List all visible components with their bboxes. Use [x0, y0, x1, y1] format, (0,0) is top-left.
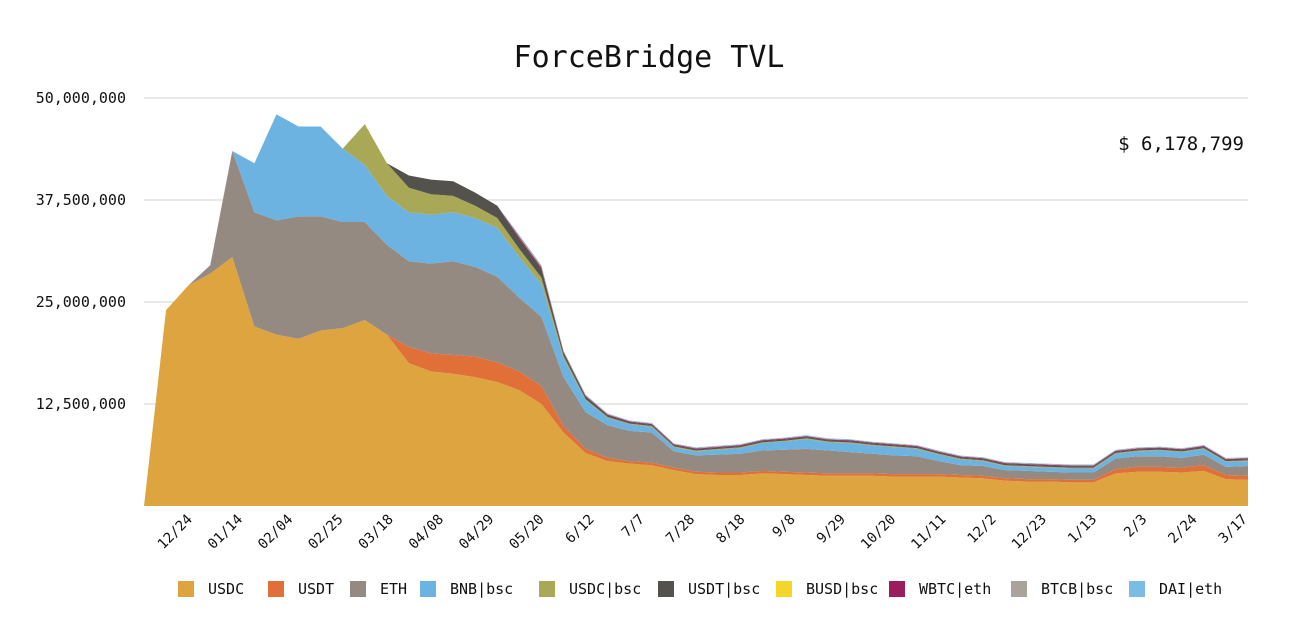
- x-tick-label: 04/29: [456, 512, 497, 553]
- legend-swatch: [178, 581, 194, 597]
- legend-swatch: [420, 581, 436, 597]
- legend-item[interactable]: USDC|bsc: [539, 578, 641, 600]
- series-area-usdc: [144, 257, 1248, 506]
- legend-label: DAI|eth: [1159, 580, 1223, 598]
- x-tick-label: 12/2: [964, 512, 999, 547]
- legend-item[interactable]: WBTC|eth: [889, 578, 991, 600]
- legend-swatch: [889, 581, 905, 597]
- legend-item[interactable]: BUSD|bsc: [776, 578, 878, 600]
- x-tick-label: 03/18: [356, 512, 397, 553]
- x-tick-label: 7/7: [619, 512, 648, 541]
- legend-item[interactable]: BTCB|bsc: [1011, 578, 1113, 600]
- x-tick-label: 02/04: [255, 512, 296, 553]
- legend-item[interactable]: USDT: [268, 578, 334, 600]
- x-tick-label: 3/17: [1216, 512, 1251, 547]
- total-value-label: $ 6,178,799: [1118, 133, 1244, 155]
- legend-item[interactable]: ETH: [350, 578, 407, 600]
- x-tick-label: 05/20: [506, 512, 547, 553]
- stacked-areas: [144, 114, 1248, 507]
- legend-label: USDT|bsc: [688, 580, 761, 598]
- legend-label: BNB|bsc: [450, 580, 514, 598]
- legend-label: WBTC|eth: [919, 580, 992, 598]
- x-tick-label: 2/24: [1165, 512, 1200, 547]
- x-tick-label: 7/28: [663, 512, 698, 547]
- x-tick-label: 9/8: [769, 512, 798, 541]
- legend-label: USDC|bsc: [569, 580, 642, 598]
- legend-swatch: [1011, 581, 1027, 597]
- legend-item[interactable]: USDT|bsc: [658, 578, 760, 600]
- y-tick-label: 50,000,000: [36, 89, 126, 107]
- x-tick-label: 10/20: [858, 512, 899, 553]
- x-tick-label: 11/11: [908, 512, 949, 553]
- x-tick-label: 04/08: [406, 512, 447, 553]
- x-tick-label: 12/24: [155, 512, 196, 553]
- x-tick-label: 9/29: [814, 512, 849, 547]
- legend-item[interactable]: BNB|bsc: [420, 578, 513, 600]
- legend-swatch: [776, 581, 792, 597]
- x-tick-label: 1/13: [1065, 512, 1100, 547]
- legend-label: BTCB|bsc: [1041, 580, 1114, 598]
- legend: USDC USDT ETH BNB|bsc USDC|bsc USDT|bsc BUSD|b…: [0, 578, 1298, 602]
- x-tick-label: 2/3: [1121, 512, 1150, 541]
- x-tick-label: 01/14: [205, 512, 246, 553]
- legend-swatch: [350, 581, 366, 597]
- x-tick-label: 6/12: [563, 512, 598, 547]
- y-tick-label: 25,000,000: [36, 293, 126, 311]
- y-tick-label: 37,500,000: [36, 191, 126, 209]
- y-tick-label: 12,500,000: [36, 395, 126, 413]
- legend-label: ETH: [380, 580, 408, 598]
- legend-label: USDC: [208, 580, 245, 598]
- legend-item[interactable]: USDC: [178, 578, 244, 600]
- legend-swatch: [1129, 581, 1145, 597]
- x-tick-label: 02/25: [305, 512, 346, 553]
- x-tick-label: 8/18: [713, 512, 748, 547]
- legend-swatch: [658, 581, 674, 597]
- legend-item[interactable]: DAI|eth: [1129, 578, 1222, 600]
- legend-label: USDT: [298, 580, 335, 598]
- series-area-usdc-bsc: [144, 114, 1248, 506]
- legend-swatch: [539, 581, 555, 597]
- legend-swatch: [268, 581, 284, 597]
- chart-title: ForceBridge TVL: [513, 40, 785, 75]
- x-tick-label: 12/23: [1009, 512, 1050, 553]
- legend-label: BUSD|bsc: [806, 580, 879, 598]
